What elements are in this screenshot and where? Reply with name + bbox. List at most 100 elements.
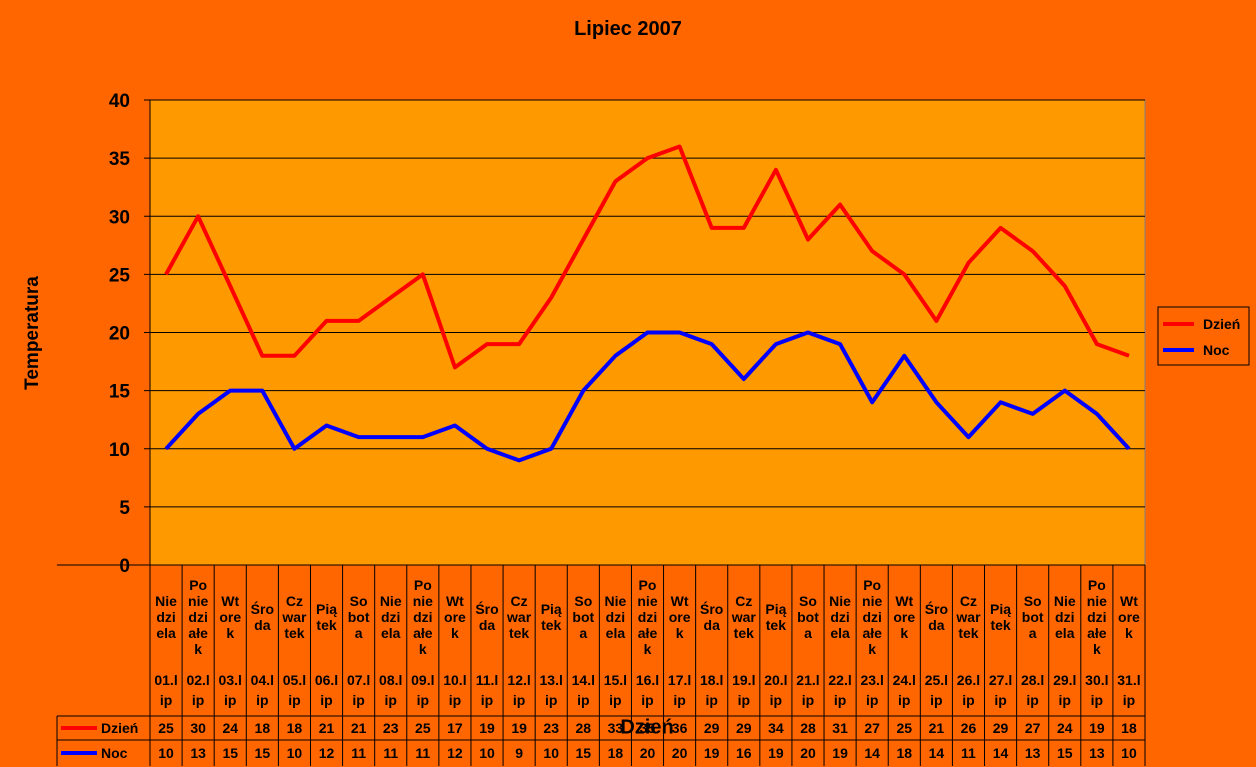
table-cell-value: 27 <box>1025 720 1041 736</box>
category-day-label: Wt <box>895 593 913 609</box>
category-date-label: ip <box>513 692 525 708</box>
category-date-label: ip <box>384 692 396 708</box>
category-date-label: ip <box>834 692 846 708</box>
category-date-label: ip <box>417 692 429 708</box>
category-day-label: nie <box>862 593 882 609</box>
category-day-label: tek <box>509 625 529 641</box>
table-cell-value: 14 <box>929 745 945 761</box>
category-day-label: ela <box>606 625 626 641</box>
category-date-label: 10.l <box>443 672 466 688</box>
category-date-label: 14.l <box>572 672 595 688</box>
table-cell-value: 11 <box>415 745 430 761</box>
category-day-label: Wt <box>671 593 689 609</box>
category-date-label: 16.l <box>636 672 659 688</box>
table-cell-value: 24 <box>222 720 238 736</box>
table-cell-value: 25 <box>896 720 912 736</box>
category-day-label: k <box>194 641 202 657</box>
category-day-label: Pią <box>541 601 562 617</box>
category-day-label: a <box>579 625 587 641</box>
table-cell-value: 14 <box>864 745 880 761</box>
category-day-label: ałe <box>638 625 658 641</box>
category-day-label: Nie <box>155 593 177 609</box>
category-day-label: ore <box>444 609 466 625</box>
table-cell-value: 19 <box>704 745 720 761</box>
category-day-label: Nie <box>380 593 402 609</box>
category-day-label: Śro <box>475 600 498 617</box>
table-cell-value: 36 <box>672 720 688 736</box>
table-cell-value: 11 <box>351 745 366 761</box>
category-date-label: 03.l <box>219 672 242 688</box>
category-day-label: Pią <box>765 601 786 617</box>
category-day-label: Pią <box>316 601 337 617</box>
category-date-label: ip <box>545 692 557 708</box>
category-day-label: Po <box>639 577 657 593</box>
category-day-label: Nie <box>1054 593 1076 609</box>
chart-title: Lipiec 2007 <box>574 18 682 40</box>
table-cell-value: 34 <box>768 720 784 736</box>
category-day-label: Wt <box>446 593 464 609</box>
table-cell-value: 9 <box>515 745 523 761</box>
category-day-label: dzi <box>413 609 432 625</box>
category-date-label: ip <box>930 692 942 708</box>
category-day-label: dzi <box>1087 609 1106 625</box>
table-cell-value: 31 <box>832 720 848 736</box>
table-cell-value: 11 <box>961 745 976 761</box>
category-day-label: Pią <box>990 601 1011 617</box>
category-day-label: tek <box>316 617 336 633</box>
y-tick-label: 25 <box>109 265 131 286</box>
y-tick-label: 5 <box>119 498 130 519</box>
category-day-label: Śro <box>925 600 948 617</box>
category-date-label: 23.l <box>860 672 883 688</box>
category-date-label: 18.l <box>700 672 723 688</box>
category-date-label: 28.l <box>1021 672 1044 688</box>
category-date-label: ip <box>288 692 300 708</box>
table-cell-value: 13 <box>190 745 206 761</box>
table-cell-value: 10 <box>543 745 559 761</box>
category-date-label: ip <box>1059 692 1071 708</box>
table-cell-value: 10 <box>1121 745 1137 761</box>
category-date-label: ip <box>192 692 204 708</box>
category-day-label: k <box>900 625 908 641</box>
category-day-label: dzi <box>606 609 625 625</box>
category-day-label: war <box>731 609 757 625</box>
category-day-label: Wt <box>1120 593 1138 609</box>
category-date-label: 05.l <box>283 672 306 688</box>
table-cell-value: 19 <box>768 745 784 761</box>
legend-label: Noc <box>1203 342 1230 358</box>
category-day-label: Po <box>414 577 432 593</box>
category-day-label: Cz <box>286 593 303 609</box>
category-day-label: dzi <box>1055 609 1074 625</box>
table-cell-value: 25 <box>415 720 431 736</box>
category-date-label: ip <box>1026 692 1038 708</box>
category-day-label: ałe <box>862 625 882 641</box>
category-day-label: nie <box>188 593 208 609</box>
category-day-label: ore <box>669 609 691 625</box>
category-day-label: Śro <box>700 600 723 617</box>
table-cell-value: 18 <box>608 745 624 761</box>
category-day-label: ela <box>830 625 850 641</box>
category-day-label: Cz <box>735 593 752 609</box>
table-cell-value: 18 <box>1121 720 1137 736</box>
category-day-label: Po <box>189 577 207 593</box>
category-date-label: 31.l <box>1117 672 1140 688</box>
y-tick-label: 15 <box>109 382 131 403</box>
category-day-label: da <box>479 617 496 633</box>
category-day-label: Cz <box>511 593 528 609</box>
category-day-label: nie <box>637 593 657 609</box>
table-row-label: Noc <box>101 745 128 761</box>
table-cell-value: 18 <box>255 720 271 736</box>
category-day-label: k <box>1125 625 1133 641</box>
category-day-label: ore <box>219 609 241 625</box>
table-cell-value: 13 <box>1089 745 1105 761</box>
category-day-label: Nie <box>605 593 627 609</box>
category-date-label: 06.l <box>315 672 338 688</box>
series-line-noc <box>164 330 1131 463</box>
category-day-label: dzi <box>638 609 657 625</box>
table-cell-value: 21 <box>929 720 945 736</box>
category-day-label: da <box>254 617 271 633</box>
table-cell-value: 28 <box>800 720 816 736</box>
category-date-label: ip <box>481 692 493 708</box>
table-cell-value: 15 <box>255 745 271 761</box>
category-day-label: a <box>804 625 812 641</box>
category-day-label: tek <box>284 625 304 641</box>
